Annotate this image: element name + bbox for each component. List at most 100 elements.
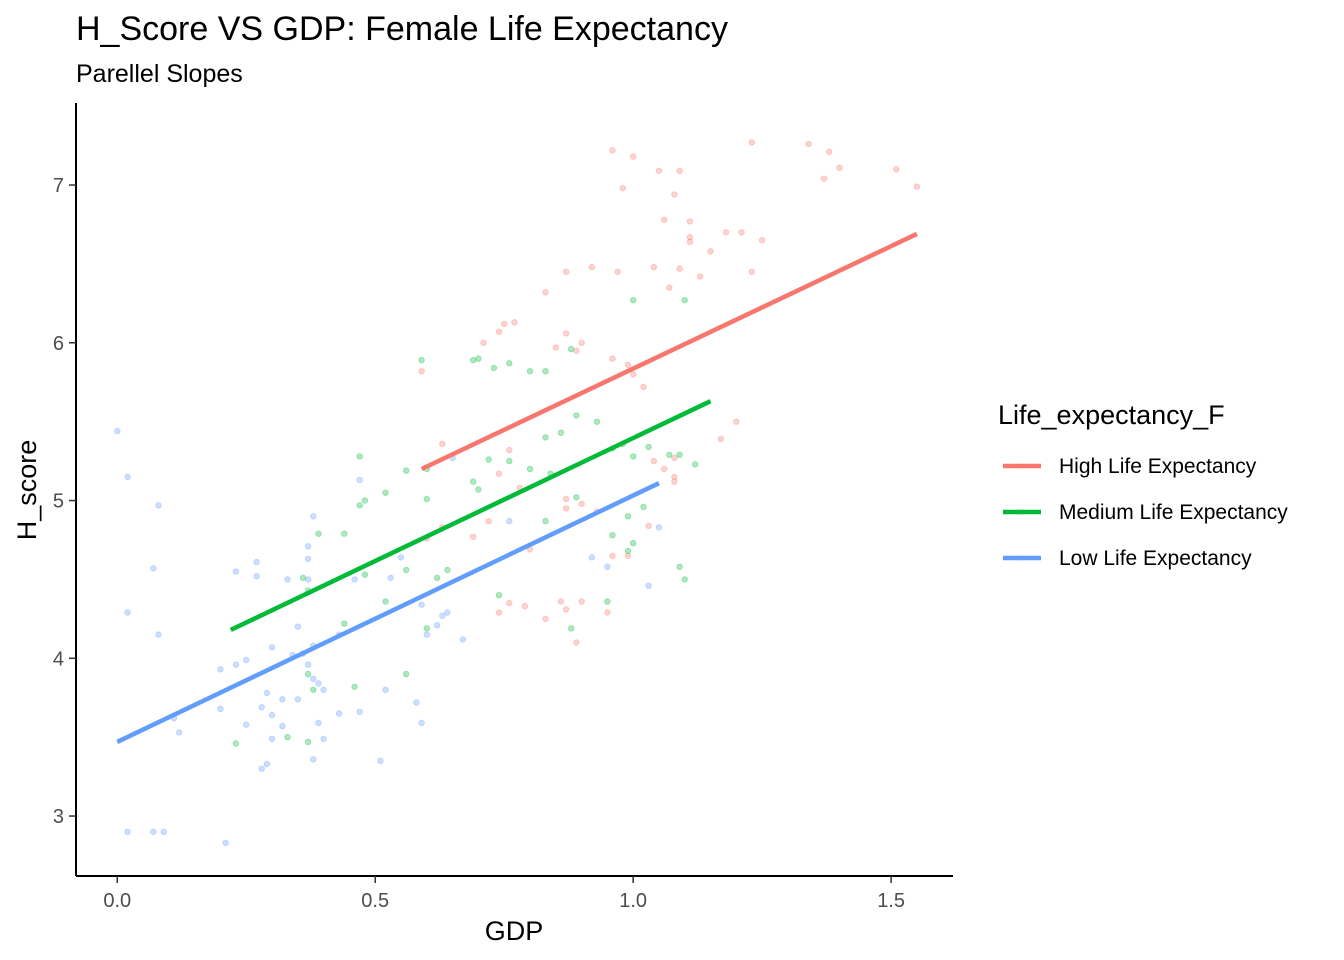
point-low-life-expectancy: [310, 675, 317, 682]
point-low-life-expectancy: [253, 573, 260, 580]
point-low-life-expectancy: [439, 612, 446, 619]
fit-line-low-life-expectancy: [116, 481, 660, 744]
point-high-life-expectancy: [588, 263, 596, 271]
point-medium-life-expectancy: [681, 576, 688, 583]
legend-title: Life_expectancy_F: [998, 400, 1225, 430]
point-low-life-expectancy: [320, 735, 327, 742]
point-high-life-expectancy: [820, 175, 828, 182]
point-low-life-expectancy: [294, 623, 301, 630]
point-medium-life-expectancy: [691, 461, 699, 468]
x-ticks: 0.0 0.5 1.0 1.5: [103, 876, 905, 912]
point-medium-life-expectancy: [645, 443, 652, 451]
point-high-life-expectancy: [624, 361, 632, 369]
point-high-life-expectancy: [624, 552, 632, 559]
point-medium-life-expectancy: [423, 495, 430, 503]
point-high-life-expectancy: [439, 440, 446, 447]
point-high-life-expectancy: [671, 473, 678, 481]
point-low-life-expectancy: [335, 710, 343, 717]
fit-line-high-life-expectancy: [420, 231, 918, 472]
point-low-life-expectancy: [124, 473, 131, 481]
point-low-life-expectancy: [284, 576, 291, 583]
point-low-life-expectancy: [124, 828, 131, 835]
point-medium-life-expectancy: [630, 539, 637, 547]
y-ticks: 3 4 5 6 7: [53, 175, 76, 828]
point-medium-life-expectancy: [356, 453, 363, 460]
point-low-life-expectancy: [268, 735, 276, 742]
point-high-life-expectancy: [660, 465, 668, 473]
point-medium-life-expectancy: [542, 517, 549, 525]
point-low-life-expectancy: [351, 576, 358, 583]
point-low-life-expectancy: [114, 427, 121, 435]
point-low-life-expectancy: [253, 558, 260, 566]
point-medium-life-expectancy: [403, 566, 410, 574]
point-medium-life-expectancy: [624, 513, 632, 520]
point-high-life-expectancy: [676, 265, 683, 272]
point-low-life-expectancy: [315, 680, 322, 687]
point-low-life-expectancy: [304, 543, 312, 550]
point-low-life-expectancy: [418, 719, 425, 727]
point-medium-life-expectancy: [568, 625, 575, 632]
point-low-life-expectancy: [222, 839, 229, 847]
chart-title: H_Score VS GDP: Female Life Expectancy: [76, 10, 728, 48]
point-low-life-expectancy: [645, 582, 652, 589]
point-high-life-expectancy: [506, 446, 513, 454]
y-tick-label: 5: [53, 491, 64, 513]
chart-subtitle: Parellel Slopes: [76, 60, 243, 88]
point-medium-life-expectancy: [573, 494, 580, 501]
point-medium-life-expectancy: [418, 356, 425, 364]
point-high-life-expectancy: [697, 273, 704, 280]
point-medium-life-expectancy: [475, 355, 482, 362]
point-low-life-expectancy: [433, 622, 441, 629]
point-medium-life-expectancy: [361, 497, 369, 504]
point-low-life-expectancy: [377, 757, 384, 764]
point-low-life-expectancy: [268, 711, 276, 719]
point-low-life-expectancy: [155, 631, 162, 638]
point-medium-life-expectancy: [506, 360, 513, 367]
point-medium-life-expectancy: [351, 683, 358, 690]
point-high-life-expectancy: [557, 598, 565, 605]
point-high-life-expectancy: [562, 606, 570, 613]
point-high-life-expectancy: [521, 603, 528, 610]
point-low-life-expectancy: [310, 513, 317, 520]
point-medium-life-expectancy: [573, 412, 580, 419]
fit-lines-layer: [116, 231, 918, 744]
point-low-life-expectancy: [356, 476, 363, 484]
point-low-life-expectancy: [175, 729, 183, 736]
point-high-life-expectancy: [470, 533, 477, 540]
point-low-life-expectancy: [444, 609, 451, 616]
point-high-life-expectancy: [418, 368, 425, 375]
point-high-life-expectancy: [686, 233, 694, 241]
point-medium-life-expectancy: [490, 364, 498, 372]
point-medium-life-expectancy: [609, 532, 616, 539]
point-high-life-expectancy: [480, 339, 487, 346]
point-low-life-expectancy: [423, 631, 430, 638]
point-high-life-expectancy: [609, 355, 616, 362]
point-high-life-expectancy: [578, 339, 585, 346]
point-medium-life-expectancy: [444, 566, 451, 574]
point-low-life-expectancy: [304, 555, 312, 563]
point-high-life-expectancy: [573, 639, 580, 646]
point-medium-life-expectancy: [284, 734, 291, 741]
point-medium-life-expectancy: [630, 297, 637, 304]
point-high-life-expectancy: [495, 470, 503, 477]
point-medium-life-expectancy: [640, 503, 647, 511]
point-low-life-expectancy: [320, 686, 327, 693]
point-high-life-expectancy: [511, 319, 518, 326]
point-high-life-expectancy: [542, 289, 549, 296]
point-medium-life-expectancy: [382, 489, 389, 496]
point-high-life-expectancy: [542, 615, 549, 623]
point-medium-life-expectancy: [506, 457, 513, 465]
point-high-life-expectancy: [722, 229, 730, 236]
point-low-life-expectancy: [124, 609, 131, 616]
point-low-life-expectancy: [315, 719, 322, 727]
point-low-life-expectancy: [258, 765, 265, 772]
point-low-life-expectancy: [155, 502, 162, 509]
point-medium-life-expectancy: [304, 670, 312, 678]
point-medium-life-expectancy: [542, 368, 549, 375]
point-low-life-expectancy: [304, 661, 312, 668]
point-low-life-expectancy: [413, 699, 420, 706]
point-low-life-expectancy: [356, 708, 363, 716]
point-medium-life-expectancy: [604, 598, 611, 605]
point-high-life-expectancy: [640, 383, 647, 391]
